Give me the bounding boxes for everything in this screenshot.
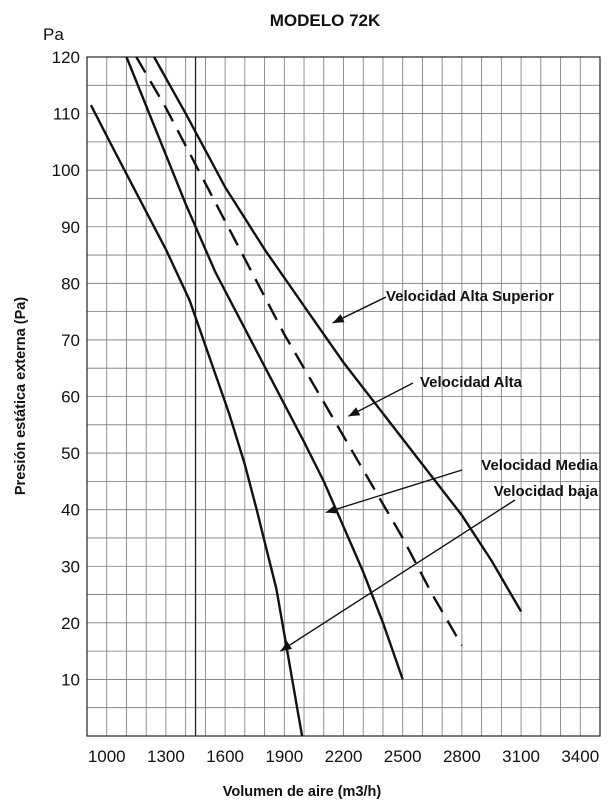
series-line	[125, 56, 404, 680]
x-tick-label: 3100	[502, 747, 540, 766]
annotation-arrow-line	[348, 382, 414, 417]
y-tick-label: 100	[52, 161, 80, 180]
x-tick-label: 1600	[206, 747, 244, 766]
x-axis-label: Volumen de aire (m3/h)	[223, 784, 382, 800]
annotation-label: Velocidad baja	[494, 483, 599, 500]
annotation-arrowhead	[280, 641, 292, 652]
y-tick-label: 40	[61, 501, 80, 520]
x-tick-label: 2800	[443, 747, 481, 766]
annotation-arrow-line	[325, 469, 463, 514]
y-tick-label: 80	[61, 274, 80, 293]
y-tick-label: 10	[61, 670, 80, 689]
grid	[87, 57, 600, 736]
annotation-label: Velocidad Media	[481, 457, 598, 474]
y-tick-label: 120	[52, 48, 80, 67]
y-tick-label: 70	[61, 331, 80, 350]
x-tick-label: 1300	[147, 747, 185, 766]
y-tick-label: 50	[61, 444, 80, 463]
annotation-arrow-line	[279, 499, 516, 652]
annotation-arrowhead	[325, 504, 338, 514]
series-line	[135, 56, 463, 647]
series-line	[89, 104, 304, 737]
y-unit-label: Pa	[43, 25, 64, 44]
y-tick-label: 60	[61, 388, 80, 407]
y-tick-label: 20	[61, 614, 80, 633]
x-tick-label: 3400	[561, 747, 599, 766]
annotation-layer: Velocidad Alta Superior Velocidad Alta Vel…	[279, 288, 599, 652]
y-tick-label: 110	[53, 105, 80, 124]
y-tick-label: 90	[61, 218, 80, 237]
annotation-arrowhead	[332, 314, 345, 323]
x-tick-label: 1000	[88, 747, 126, 766]
annotation-label: Velocidad Alta	[420, 374, 523, 391]
series-layer	[89, 56, 523, 737]
x-tick-label: 2200	[325, 747, 363, 766]
annotation-arrowhead	[348, 407, 361, 417]
annotation-label: Velocidad Alta Superior	[386, 288, 554, 305]
plot-frame	[86, 56, 601, 737]
x-tick-label: 2500	[384, 747, 422, 766]
series-line	[153, 56, 523, 613]
chart-title: MODELO 72K	[270, 11, 381, 30]
y-tick-label: 30	[61, 557, 80, 576]
y-tick-labels: 10 20 30 40 50 60 70 80 90 100 110 120	[52, 48, 80, 689]
x-tick-label: 1900	[265, 747, 303, 766]
x-tick-labels: 1000 1300 1600 1900 2200 2500 2800 3100 3400	[88, 747, 599, 766]
y-axis-label: Presión estática externa (Pa)	[13, 297, 29, 495]
